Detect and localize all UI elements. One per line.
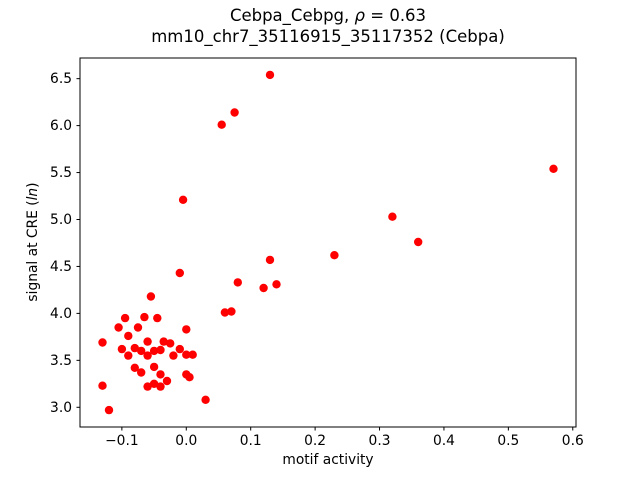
data-point [143,382,152,391]
data-point [130,343,139,353]
data-point [233,278,242,287]
data-point [140,312,149,322]
data-point [178,195,188,204]
y-axis-tick-label: 5.5 [50,165,72,181]
data-point [265,255,275,265]
title-rho-symbol: ρ [354,6,365,25]
title-correlation-value: = 0.63 [365,6,427,25]
x-axis-tick-label: 0.2 [304,433,326,449]
data-point [265,70,275,80]
y-axis-label-italic: ln [25,187,41,201]
data-point [259,283,268,293]
data-point [146,292,156,301]
data-point [217,120,226,129]
data-point [227,307,236,316]
y-axis-tick-label: 4.0 [50,306,72,322]
data-point [143,351,152,360]
data-point [120,313,130,323]
chart-title-line2: mm10_chr7_35116915_35117352 (Cebpa) [151,27,505,46]
data-point [137,346,146,356]
y-axis-tick-label: 3.5 [50,353,72,369]
y-axis-label: signal at CRE (ln) [25,182,41,301]
data-point [188,350,197,359]
x-axis-label: motif activity [282,452,374,468]
data-point [185,373,194,382]
data-point [149,379,159,388]
axes-spines [79,57,577,428]
x-axis-tick-label: 0.0 [175,433,197,449]
data-point [104,405,114,415]
y-axis-tick-label: 6.5 [50,71,72,87]
data-point [388,212,397,221]
data-point [166,339,175,348]
data-point [201,395,210,404]
data-point [133,323,143,332]
data-point [143,337,152,346]
data-point [182,350,191,359]
data-point [220,308,230,317]
x-axis-tick-label: 0.5 [497,433,519,449]
data-point [98,338,107,347]
data-point [149,346,159,356]
y-axis-tick-label: 4.5 [50,259,72,275]
data-point [114,323,123,332]
y-axis-tick-label: 3.0 [50,400,72,416]
data-point [137,368,146,377]
data-point [153,313,162,323]
y-axis-tick-label: 6.0 [50,118,72,134]
data-point [272,280,281,289]
data-point [549,164,558,173]
data-point [98,381,107,390]
data-point [159,337,168,346]
data-point [182,325,191,334]
data-point [175,268,184,278]
data-point [414,237,423,247]
x-axis-tick-label: −0.1 [105,433,139,449]
data-point [124,351,133,360]
x-axis-tick-label: 0.1 [240,433,262,449]
data-point [156,345,165,355]
x-axis-tick-label: 0.6 [562,433,584,449]
y-axis-tick-label: 5.0 [50,212,72,228]
title-text: Cebpa_Cebpg, [229,6,355,25]
x-axis-tick-label: 0.4 [433,433,455,449]
y-axis-label-close: ) [25,182,41,188]
y-axis-label-text: signal at CRE ( [25,200,41,302]
data-point [156,382,165,391]
data-point [130,363,139,372]
data-point [230,108,239,117]
x-axis-tick-label: 0.3 [369,433,391,449]
data-point [124,331,133,341]
data-point [156,370,165,379]
data-point [169,351,178,360]
data-point [117,344,127,354]
data-point [330,251,339,260]
data-point [175,344,184,354]
data-point [162,376,172,386]
chart-title-line1: Cebpa_Cebpg, ρ = 0.63 [80,6,576,25]
data-point [149,362,159,372]
